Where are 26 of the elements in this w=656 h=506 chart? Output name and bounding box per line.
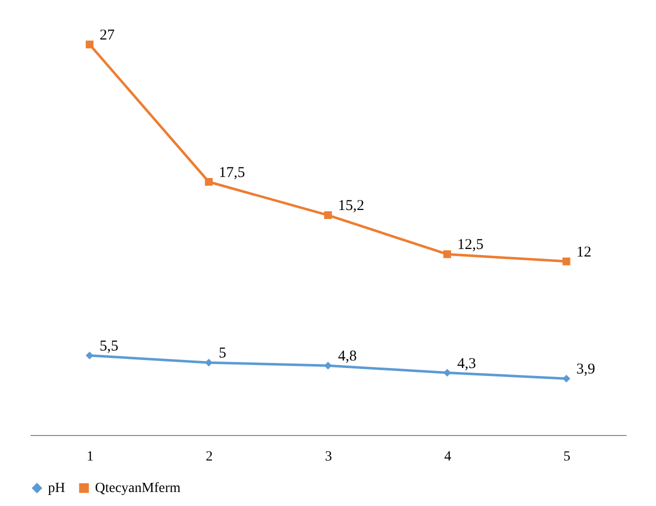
point bbox=[86, 40, 94, 48]
point bbox=[86, 352, 94, 360]
data-label: 17,5 bbox=[218, 164, 246, 181]
point bbox=[562, 374, 570, 382]
x-tick-label: 5 bbox=[563, 450, 570, 464]
data-label: 12 bbox=[576, 244, 592, 260]
legend-label: pH bbox=[48, 481, 66, 496]
point bbox=[443, 250, 452, 258]
data-label: 5,5 bbox=[100, 338, 118, 354]
x-tick-label: 2 bbox=[206, 450, 213, 464]
x-tick-label: 3 bbox=[325, 450, 332, 464]
point bbox=[324, 362, 332, 370]
data-label: 15,2 bbox=[338, 198, 364, 214]
point bbox=[204, 178, 213, 186]
data-label: 4,3 bbox=[457, 356, 476, 372]
data-label: 3,9 bbox=[576, 362, 596, 378]
point bbox=[443, 368, 452, 377]
point bbox=[562, 258, 570, 266]
x-tick-label: 1 bbox=[86, 450, 94, 464]
data-label: 4,8 bbox=[338, 348, 357, 365]
point bbox=[324, 211, 332, 220]
legend-label: QtecyanMferm bbox=[95, 481, 181, 496]
data-label: 12,5 bbox=[457, 237, 484, 254]
data-label: 27 bbox=[100, 27, 116, 44]
data-label: 5 bbox=[218, 346, 226, 362]
x-tick-label: 4 bbox=[444, 450, 452, 464]
